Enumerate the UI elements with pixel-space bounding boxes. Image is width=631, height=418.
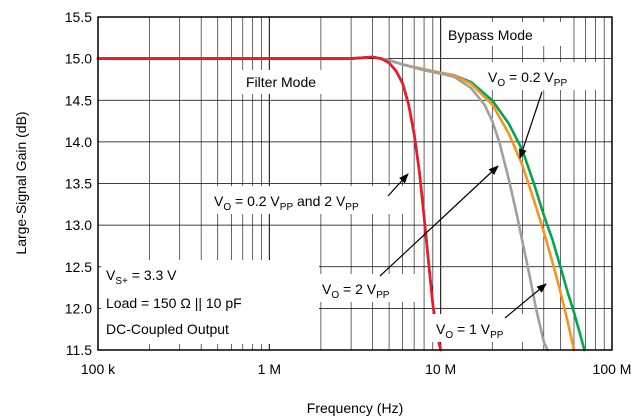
bypass-mode-bg [444, 22, 568, 46]
y-tick-label: 13.5 [65, 176, 92, 192]
plot-frame [97, 16, 613, 351]
bypass-mode-label: Bypass Mode [448, 27, 533, 43]
conditions-bg [101, 260, 319, 344]
y-axis-label: Large-Signal Gain (dB) [13, 111, 29, 254]
y-tick-label: 15.5 [65, 9, 92, 25]
x-tick-label: 10 M [425, 361, 456, 377]
vo-1-bg [432, 314, 528, 342]
y-tick-label: 13.0 [65, 217, 92, 233]
x-tick-label: 100 k [81, 361, 116, 377]
y-tick-label: 11.5 [66, 342, 92, 358]
coupling-condition: DC-Coupled Output [106, 321, 229, 337]
vo-02-2-bg [210, 186, 413, 214]
y-tick-label: 14.0 [65, 134, 92, 150]
supply-condition: VS+ = 3.3 V [106, 267, 177, 287]
arrow-vo-1 [504, 283, 547, 319]
vo-02-2-label: VO = 0.2 VPP and 2 VPP [214, 193, 359, 213]
y-tick-label: 12.5 [65, 259, 92, 275]
curves [96, 55, 586, 352]
vo-02-bg [484, 62, 596, 90]
y-tick-label: 12.0 [65, 300, 92, 316]
vo-2-label: VO = 2 VPP [322, 281, 390, 301]
series-line-4 [96, 55, 443, 352]
filter-mode-bg [242, 70, 340, 94]
x-tick-label: 100 M [593, 361, 631, 377]
y-tick-label: 14.5 [65, 92, 92, 108]
y-tick-label: 15.0 [65, 51, 92, 67]
load-condition: Load = 150 Ω || 10 pF [106, 295, 242, 311]
vo-1-label: VO = 1 VPP [436, 321, 504, 341]
arrow-vo-02-2 [387, 173, 409, 197]
x-tick-labels: 100 k 1 M 10 M 100 M [81, 361, 631, 377]
x-axis-label: Frequency (Hz) [307, 400, 403, 416]
filter-mode-label: Filter Mode [246, 74, 316, 90]
x-tick-label: 1 M [258, 361, 281, 377]
y-tick-labels: 15.5 15.0 14.5 14.0 13.5 13.0 12.5 12.0 11.5 [65, 9, 92, 358]
vo-02-label: VO = 0.2 VPP [488, 69, 567, 89]
arrow-vo-02 [519, 91, 543, 159]
arrow-vo-2 [379, 165, 499, 277]
vo-2-bg [318, 274, 418, 302]
